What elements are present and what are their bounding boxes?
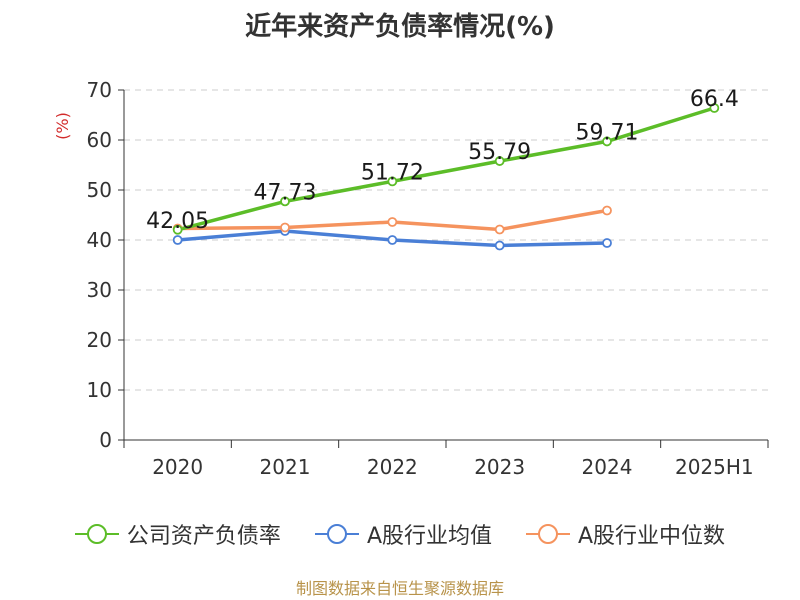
axes: 0 10 20 30 40 50 60 70 2020 2021 2022 2023 2024 2025H… [53,78,769,479]
y-tick-label-50: 50 [87,178,112,202]
series [172,103,720,251]
chart-title: 近年来资产负债率情况(%) [245,12,555,42]
x-tick-label-2022: 2022 [367,455,418,479]
point-series-1-2022[interactable] [387,235,398,245]
x-tick-label-2024: 2024 [582,455,633,479]
legend: 公司资产负债率 A股行业均值 A股行业中位数 [0,518,800,550]
point-series-1-2024[interactable] [602,238,612,248]
legend-item-industry-mean[interactable]: A股行业均值 [314,518,492,550]
series-line-0 [175,106,717,232]
legend-label-company: 公司资产负债率 [126,524,281,549]
x-tick-label-2025H1: 2025H1 [675,455,754,479]
point-series-1-2020[interactable] [172,235,183,245]
point-series-2-2024[interactable] [602,205,612,216]
data-label-2025H1: 66.4 [690,87,739,112]
legend-marker-industry-median [526,524,570,544]
legend-marker-company [74,524,119,544]
legend-item-company[interactable]: 公司资产负债率 [74,518,281,550]
point-series-0-2021[interactable] [280,196,290,207]
point-series-0-2020[interactable] [172,224,183,235]
legend-marker-industry-mean [314,524,359,544]
data-labels: 42.05 47.73 51.72 55.79 59.71 66.4 [146,87,739,234]
data-label-2023: 55.79 [468,140,531,165]
x-tick-label-2023: 2023 [474,455,525,479]
point-series-0-2023[interactable] [494,156,505,166]
legend-label-industry-median: A股行业中位数 [578,524,726,549]
y-tick-label-60: 60 [87,128,112,152]
gridlines [124,89,768,391]
y-tick-label-20: 20 [87,328,112,352]
point-series-0-2022[interactable] [387,176,398,187]
point-series-2-2021[interactable] [280,222,290,233]
y-tick-label-30: 30 [87,278,112,302]
y-tick-label-10: 10 [87,378,112,402]
legend-label-industry-mean: A股行业均值 [366,524,492,549]
point-series-0-2024[interactable] [602,136,612,147]
y-tick-label-40: 40 [87,228,112,252]
x-tick-label-2021: 2021 [260,455,311,479]
data-label-2020: 42.05 [146,209,209,234]
legend-item-industry-median[interactable]: A股行业中位数 [526,518,725,550]
y-axis-label: (%) [53,112,72,140]
point-series-2-2022[interactable] [387,217,398,227]
data-label-2022: 51.72 [361,160,424,185]
y-tick-label-70: 70 [87,78,112,102]
point-series-2-2023[interactable] [494,224,505,235]
source-note: 制图数据来自恒生聚源数据库 [295,579,504,598]
data-label-2021: 47.73 [254,180,317,205]
point-series-1-2023[interactable] [494,240,505,251]
y-tick-label-0: 0 [99,428,112,452]
point-series-0-2025H1[interactable] [709,103,720,113]
data-label-2024: 59.71 [576,120,639,145]
x-tick-label-2020: 2020 [152,455,203,479]
